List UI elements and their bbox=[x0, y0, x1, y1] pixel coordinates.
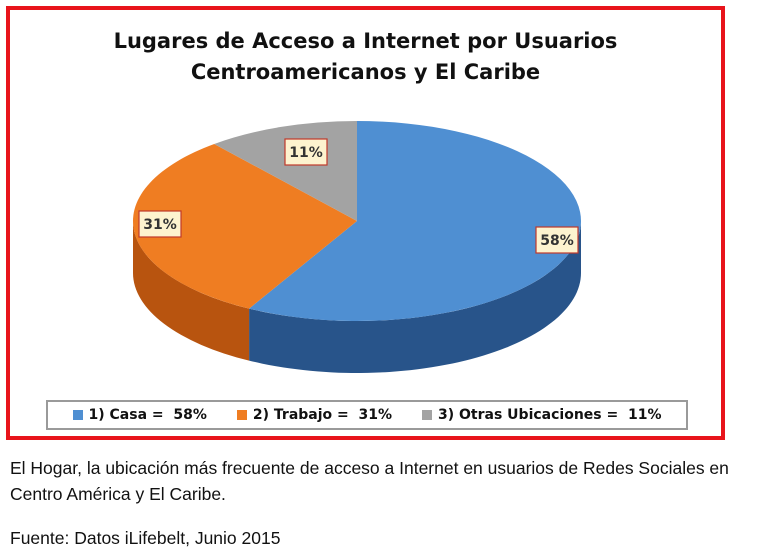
pie-side-trabajo bbox=[133, 221, 250, 361]
pie-sides bbox=[133, 221, 582, 374]
legend-item-otras: 3) Otras Ubicaciones = 11% bbox=[422, 407, 662, 423]
chart-title-line-2: Centroamericanos y El Caribe bbox=[190, 60, 541, 84]
data-label-box-trabajo bbox=[138, 210, 182, 238]
legend-label-otras: 3) Otras Ubicaciones = 11% bbox=[438, 407, 662, 423]
legend-swatch-trabajo bbox=[236, 410, 247, 420]
legend-label-casa: 1) Casa = 58% bbox=[88, 407, 207, 423]
chart-caption: El Hogar, la ubicación más frecuente de … bbox=[10, 458, 729, 504]
chart-frame: Lugares de Acceso a Internet por Usuario… bbox=[6, 6, 725, 440]
legend-item-trabajo: 2) Trabajo = 31% bbox=[236, 407, 393, 423]
pie-slice-casa bbox=[249, 121, 582, 321]
data-label-casa: 58% bbox=[540, 233, 574, 249]
data-label-trabajo: 31% bbox=[143, 217, 177, 233]
pie-slice-trabajo bbox=[133, 143, 357, 309]
pie-labels: 58% 31% 11% bbox=[138, 138, 579, 254]
pie-tops bbox=[133, 121, 582, 321]
data-label-box-otras bbox=[284, 138, 328, 166]
legend-swatch-casa bbox=[72, 410, 83, 420]
legend-label-trabajo: 2) Trabajo = 31% bbox=[252, 407, 393, 423]
data-label-otras: 11% bbox=[289, 145, 323, 161]
legend-swatch-otras bbox=[422, 410, 433, 420]
data-label-box-casa bbox=[535, 226, 579, 254]
legend-item-casa: 1) Casa = 58% bbox=[72, 407, 207, 423]
pie-chart: 58% 31% 11% bbox=[133, 121, 582, 374]
source-note: Fuente: Datos iLifebelt, Junio 2015 bbox=[10, 528, 281, 548]
chart-title-line-1: Lugares de Acceso a Internet por Usuario… bbox=[113, 29, 618, 53]
chart-legend: 1) Casa = 58% 2) Trabajo = 31% 3) Otras … bbox=[46, 400, 688, 430]
chart-title: Lugares de Acceso a Internet por Usuario… bbox=[10, 26, 721, 88]
pie-side-casa bbox=[249, 221, 582, 374]
